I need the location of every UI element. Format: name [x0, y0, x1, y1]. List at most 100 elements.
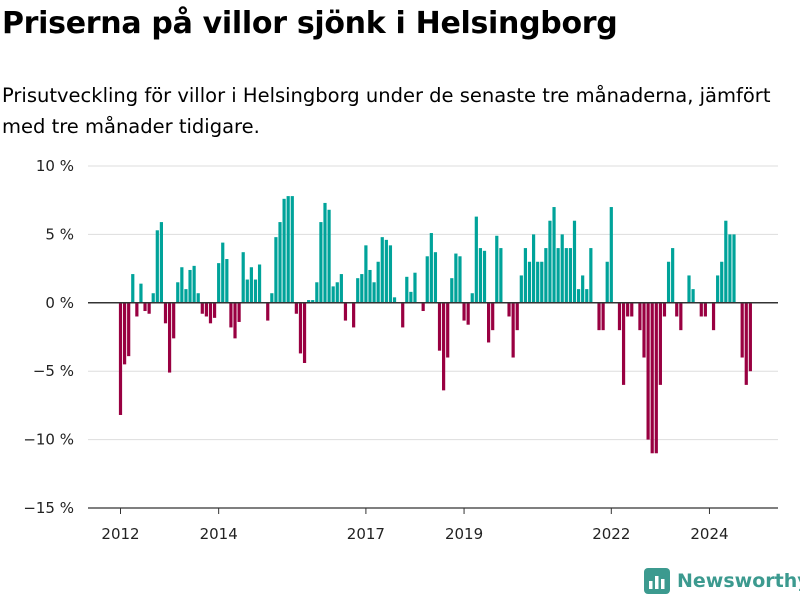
- x-tick-label: 2022: [592, 525, 630, 543]
- bar: [421, 302, 425, 312]
- bar: [159, 222, 163, 303]
- bar: [662, 302, 667, 317]
- bar: [748, 302, 752, 372]
- bar: [552, 207, 556, 303]
- bar: [241, 252, 245, 303]
- bar: [413, 272, 417, 303]
- bar: [597, 302, 601, 331]
- y-tick-label: 5 %: [45, 225, 74, 243]
- bar: [331, 286, 335, 303]
- y-tick-label: 0 %: [45, 294, 74, 312]
- bar: [507, 302, 511, 317]
- y-tick-label: −5 %: [33, 362, 74, 380]
- bar: [352, 302, 356, 328]
- bar: [630, 302, 634, 317]
- bar: [204, 302, 208, 317]
- bar: [118, 302, 123, 415]
- bar: [217, 263, 221, 303]
- bar: [401, 302, 405, 328]
- bar: [703, 302, 707, 317]
- bar: [335, 282, 339, 303]
- bar: [180, 267, 184, 303]
- bar: [286, 196, 290, 303]
- bar: [589, 248, 593, 303]
- bar: [237, 302, 241, 322]
- bar: [233, 302, 237, 339]
- bar: [691, 289, 695, 303]
- bar: [671, 248, 675, 303]
- bar: [298, 302, 303, 354]
- bar: [568, 248, 572, 303]
- y-tick-label: −10 %: [23, 431, 74, 449]
- bar: [249, 267, 253, 303]
- brand-name: Newsworthy: [677, 570, 800, 592]
- bar: [658, 302, 662, 385]
- bar: [176, 282, 180, 303]
- bar: [515, 302, 519, 331]
- bar: [605, 261, 609, 303]
- bar-chart-logo-icon: [644, 568, 670, 594]
- bar: [425, 256, 429, 303]
- bar: [323, 202, 327, 303]
- bar: [327, 209, 331, 303]
- bar: [282, 198, 286, 303]
- bar: [302, 302, 307, 363]
- bar: [454, 253, 458, 303]
- bar: [482, 250, 487, 303]
- x-tick-label: 2014: [200, 525, 238, 543]
- bar: [617, 302, 622, 331]
- bar: [675, 302, 679, 317]
- bar: [732, 234, 736, 303]
- bar: [744, 302, 748, 385]
- bar: [556, 248, 560, 303]
- bar: [491, 302, 495, 331]
- bars: [118, 196, 752, 454]
- bar: [446, 302, 450, 358]
- bar: [495, 235, 499, 303]
- bar: [225, 259, 229, 303]
- bar: [311, 300, 315, 303]
- bar: [368, 269, 372, 303]
- bar: [196, 293, 200, 303]
- bar: [585, 289, 589, 303]
- bar: [294, 302, 298, 314]
- x-tick-label: 2019: [445, 525, 483, 543]
- bar: [576, 289, 581, 303]
- bar: [699, 302, 703, 317]
- bar: [654, 302, 658, 454]
- bar: [319, 222, 323, 303]
- bar: [360, 274, 364, 303]
- bar: [621, 302, 626, 385]
- bar: [519, 275, 523, 303]
- bar: [172, 302, 176, 339]
- bar: [192, 265, 196, 303]
- bar: [245, 279, 249, 303]
- bar: [184, 289, 188, 303]
- bar: [442, 302, 446, 391]
- bar: [638, 302, 642, 331]
- bar: [646, 302, 650, 440]
- bar: [470, 293, 474, 303]
- bar: [405, 276, 409, 303]
- bar: [433, 252, 438, 303]
- bar: [581, 275, 585, 303]
- bar: [474, 216, 478, 303]
- x-tick-label: 2017: [347, 525, 385, 543]
- bar: [450, 278, 454, 303]
- bar: [380, 237, 384, 303]
- bar: [151, 293, 155, 303]
- y-tick-label: 10 %: [36, 157, 74, 175]
- bar: [221, 242, 225, 303]
- bar: [724, 220, 728, 303]
- bar: [523, 248, 528, 303]
- bar: [376, 261, 380, 303]
- bar: [139, 283, 143, 303]
- bar: [462, 302, 466, 321]
- newsworthy-logo: Newsworthy: [644, 568, 800, 594]
- bar: [487, 302, 491, 343]
- bar: [499, 248, 503, 303]
- bar: [711, 302, 716, 331]
- bar: [155, 230, 159, 303]
- bar: [642, 302, 646, 358]
- bar: [601, 302, 605, 331]
